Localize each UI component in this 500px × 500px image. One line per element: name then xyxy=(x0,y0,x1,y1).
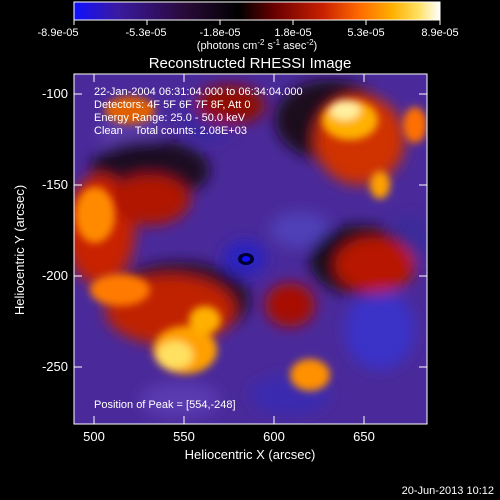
x-axis-label: Heliocentric X (arcsec) xyxy=(185,447,316,462)
footer-date: 20-Jun-2013 10:12 xyxy=(402,485,494,497)
colorbar-tick-label: 1.8e-05 xyxy=(274,27,311,39)
reconstructed-image xyxy=(74,74,427,424)
x-axis xyxy=(93,74,365,424)
info-line-detectors: Detectors: 4F 5F 6F 7F 8F, Att 0 xyxy=(94,99,251,111)
colorbar-tick-label: -5.3e-05 xyxy=(126,27,167,39)
plot-frame xyxy=(73,73,428,425)
info-line-counts: Clean Total counts: 2.08E+03 xyxy=(94,125,247,137)
colorbar-tick-label: 5.3e-05 xyxy=(347,27,384,39)
info-line-energy: Energy Range: 25.0 - 50.0 keV xyxy=(94,112,246,124)
x-tick-label: 550 xyxy=(173,429,195,444)
peak-position: Position of Peak = [554,-248] xyxy=(94,399,236,411)
colorbar: -8.9e-05 -5.3e-05 -1.8e-05 1.8e-05 5.3e-… xyxy=(38,1,459,52)
y-axis xyxy=(74,93,427,368)
colorbar-tick-label: 8.9e-05 xyxy=(421,27,458,39)
colorbar-tick-label: -8.9e-05 xyxy=(38,27,79,39)
x-tick-label: 500 xyxy=(83,429,105,444)
colorbar-tick-label: -1.8e-05 xyxy=(200,27,241,39)
plot-title: Reconstructed RHESSI Image xyxy=(149,55,352,72)
colorbar-units: (photons cm-2 s-1 asec-2) xyxy=(197,38,317,52)
y-tick-label: -200 xyxy=(42,268,68,283)
info-line-time: 22-Jan-2004 06:31:04.000 to 06:34:04.000 xyxy=(94,86,303,98)
y-tick-label: -100 xyxy=(42,86,68,101)
x-tick-label: 650 xyxy=(353,429,375,444)
y-tick-label: -150 xyxy=(42,177,68,192)
y-axis-label: Heliocentric Y (arcsec) xyxy=(12,185,27,315)
colorbar-gradient xyxy=(73,1,441,21)
x-tick-label: 600 xyxy=(263,429,285,444)
y-tick-label: -250 xyxy=(42,359,68,374)
observation-info: 22-Jan-2004 06:31:04.000 to 06:34:04.000… xyxy=(94,86,303,137)
